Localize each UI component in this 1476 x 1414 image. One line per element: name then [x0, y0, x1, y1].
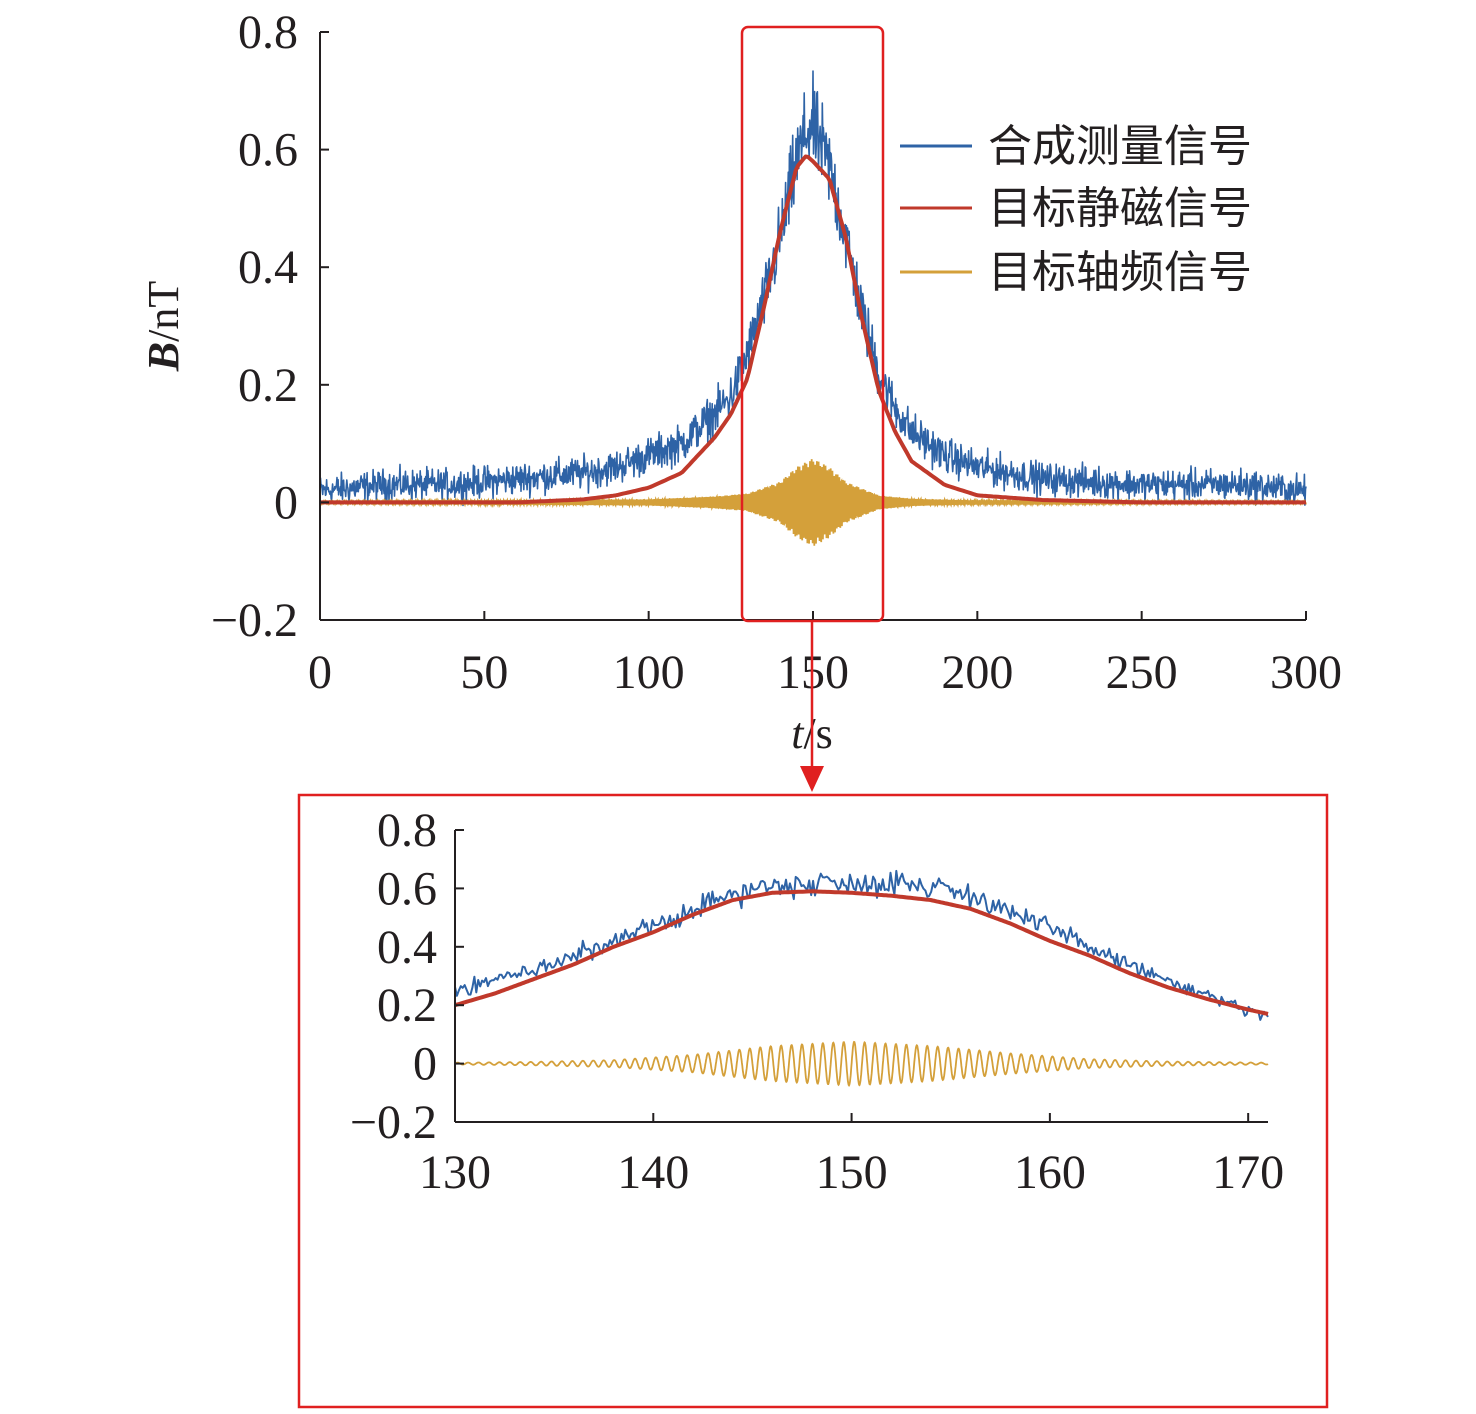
inset-ticks: 130 140 150 160 170 −0.20 0.20.4 0.60.8 — [350, 804, 1284, 1199]
y-tick-label: 0.6 — [377, 862, 437, 915]
y-tick-label: 0 — [413, 1038, 437, 1091]
legend-label-shaft: 目标轴频信号 — [988, 247, 1252, 298]
series-line-static — [454, 889, 1269, 1016]
x-tick-label: 50 — [460, 646, 508, 699]
x-tick-label: 250 — [1106, 646, 1178, 699]
zoom-arrow — [800, 622, 824, 792]
zoom-highlight-box — [740, 25, 885, 623]
inset-plot-area — [454, 869, 1269, 1087]
main-y-axis-title: B/nT — [139, 281, 188, 373]
y-tick-label: 0.4 — [238, 241, 298, 294]
x-tick-label: 200 — [941, 646, 1013, 699]
series-line-shaft — [454, 1040, 1269, 1087]
main-x-axis-title: t/s — [791, 709, 833, 758]
x-tick-label: 140 — [617, 1146, 689, 1199]
y-tick-label: 0.6 — [238, 124, 298, 177]
series-line-measured — [319, 70, 1307, 507]
main-ticks: 0 50 100 150 200 250 300−0.200.20.40.60.8 — [211, 6, 1342, 699]
y-tick-label: 0 — [274, 476, 298, 529]
main-chart: 0 50 100 150 200 250 300−0.200.20.40.60.8 B/nT… — [139, 6, 1342, 758]
x-tick-label: 0 — [308, 646, 332, 699]
series-line-static — [320, 154, 1306, 505]
y-tick-label: −0.2 — [211, 594, 298, 647]
x-tick-label: 150 — [816, 1146, 888, 1199]
y-tick-label: 0.8 — [238, 6, 298, 59]
x-tick-label: 170 — [1212, 1146, 1284, 1199]
y-tick-label: 0.2 — [377, 979, 437, 1032]
y-tick-label: 0.2 — [238, 359, 298, 412]
x-tick-label: 100 — [613, 646, 685, 699]
x-tick-label: 160 — [1014, 1146, 1086, 1199]
inset-chart: 130 140 150 160 170 −0.20 0.20.4 0.60.8 — [297, 793, 1329, 1409]
legend-label-measured: 合成测量信号 — [988, 121, 1252, 172]
legend: 合成测量信号 目标静磁信号 目标轴频信号 — [900, 121, 1252, 298]
main-plot-area — [319, 70, 1307, 546]
x-tick-label: 130 — [419, 1146, 491, 1199]
legend-label-static: 目标静磁信号 — [988, 183, 1252, 234]
y-tick-label: 0.4 — [377, 921, 437, 974]
x-tick-label: 300 — [1270, 646, 1342, 699]
y-tick-label: 0.8 — [377, 804, 437, 857]
y-tick-label: −0.2 — [350, 1096, 437, 1149]
series-line-measured — [454, 869, 1269, 1021]
inset-frame — [297, 793, 1329, 1409]
